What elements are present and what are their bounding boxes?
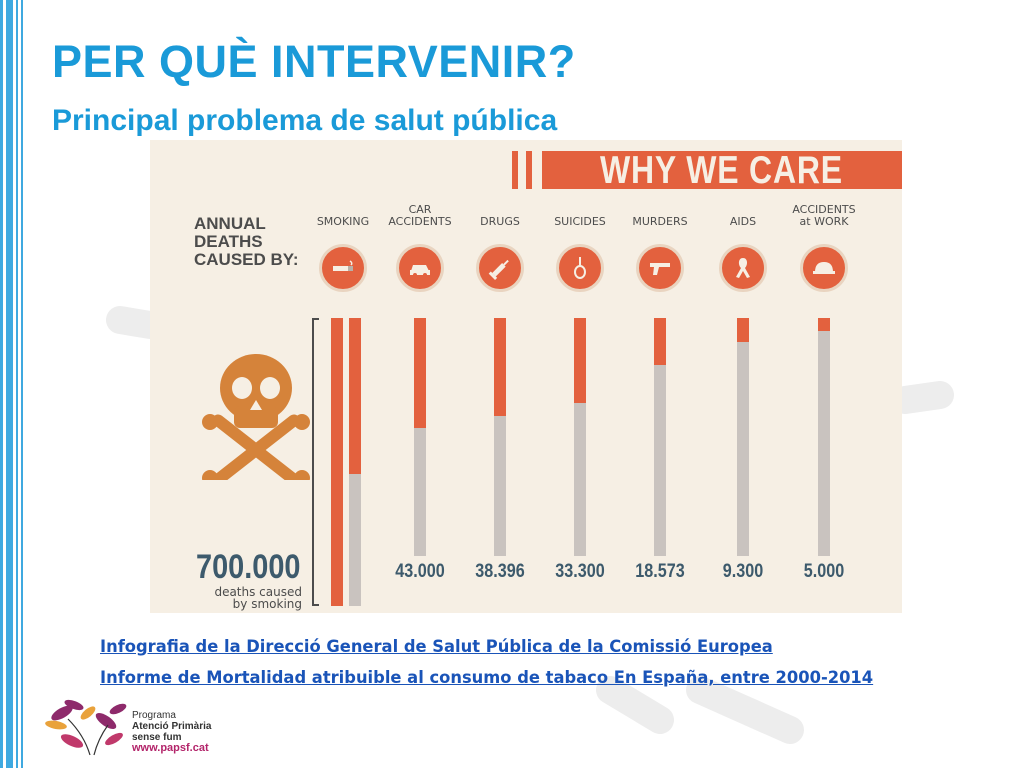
value-label: 38.396 bbox=[475, 561, 525, 582]
value-label: 43.000 bbox=[395, 561, 445, 582]
category-label: AIDS bbox=[729, 215, 757, 228]
bar-track bbox=[818, 318, 830, 556]
ribbon-icon bbox=[719, 244, 767, 292]
smoking-bracket bbox=[312, 318, 319, 606]
annual-label-line: CAUSED BY: bbox=[194, 250, 299, 269]
heading-banner bbox=[542, 151, 902, 189]
car-icon bbox=[396, 244, 444, 292]
heading-stripe bbox=[526, 151, 532, 189]
value-label: 18.573 bbox=[635, 561, 685, 582]
caption-line: deaths caused bbox=[214, 585, 302, 599]
bar-value bbox=[574, 318, 586, 403]
infographic-heading: WHY WE CARE bbox=[600, 149, 843, 192]
value-label: 9.300 bbox=[722, 561, 764, 582]
slide-subtitle: Principal problema de salut pública bbox=[52, 104, 558, 137]
bar-value bbox=[818, 318, 830, 331]
logo-line: Atenció Primària bbox=[132, 721, 212, 732]
category-label: MURDERS bbox=[632, 215, 688, 228]
annual-label-line: ANNUAL bbox=[194, 214, 266, 233]
category-label: SMOKING bbox=[316, 215, 370, 228]
papsf-logo-icon bbox=[45, 699, 127, 756]
smoking-total-value: 700.000 bbox=[196, 548, 301, 586]
smoking-total-caption: deaths caused by smoking bbox=[212, 586, 302, 610]
bar-value bbox=[737, 318, 749, 342]
infographic: WHY WE CARE ANNUAL DEATHS CAUSED BY: 700… bbox=[150, 140, 902, 613]
left-decorative-stripes bbox=[0, 0, 28, 768]
bar-smoking-secondary bbox=[349, 318, 361, 474]
papsf-logo-text: Programa Atenció Primària sense fum www.… bbox=[132, 710, 211, 754]
logo-website: www.papsf.cat bbox=[132, 742, 209, 754]
category-label: ACCIDENTS at WORK bbox=[792, 203, 856, 228]
caption-line: by smoking bbox=[232, 597, 302, 611]
logo-line: Programa bbox=[132, 710, 176, 721]
heading-stripe bbox=[512, 151, 518, 189]
source-link-ec-infographic[interactable]: Infografia de la Direcció General de Sal… bbox=[100, 637, 773, 657]
gun-icon bbox=[636, 244, 684, 292]
annual-label-line: DEATHS bbox=[194, 232, 263, 251]
value-label: 5.000 bbox=[803, 561, 845, 582]
bar-value bbox=[494, 318, 506, 416]
logo-line: sense fum bbox=[132, 732, 182, 743]
bar-smoking bbox=[331, 318, 343, 606]
category-label: CAR ACCIDENTS bbox=[388, 203, 452, 228]
bar-track bbox=[654, 318, 666, 556]
category-label: SUICIDES bbox=[554, 215, 606, 228]
hard-hat-icon bbox=[800, 244, 848, 292]
cigarette-icon bbox=[319, 244, 367, 292]
value-label: 33.300 bbox=[555, 561, 605, 582]
annual-deaths-label: ANNUAL DEATHS CAUSED BY: bbox=[194, 215, 299, 269]
skull-crossbones-icon bbox=[202, 354, 310, 480]
category-label: DRUGS bbox=[480, 215, 520, 228]
noose-icon bbox=[556, 244, 604, 292]
bar-value bbox=[414, 318, 426, 428]
bar-value bbox=[654, 318, 666, 365]
slide-title: PER QUÈ INTERVENIR? bbox=[52, 36, 576, 87]
bar-track bbox=[737, 318, 749, 556]
syringe-icon bbox=[476, 244, 524, 292]
source-link-mortality-report[interactable]: Informe de Mortalidad atribuible al cons… bbox=[100, 668, 874, 688]
